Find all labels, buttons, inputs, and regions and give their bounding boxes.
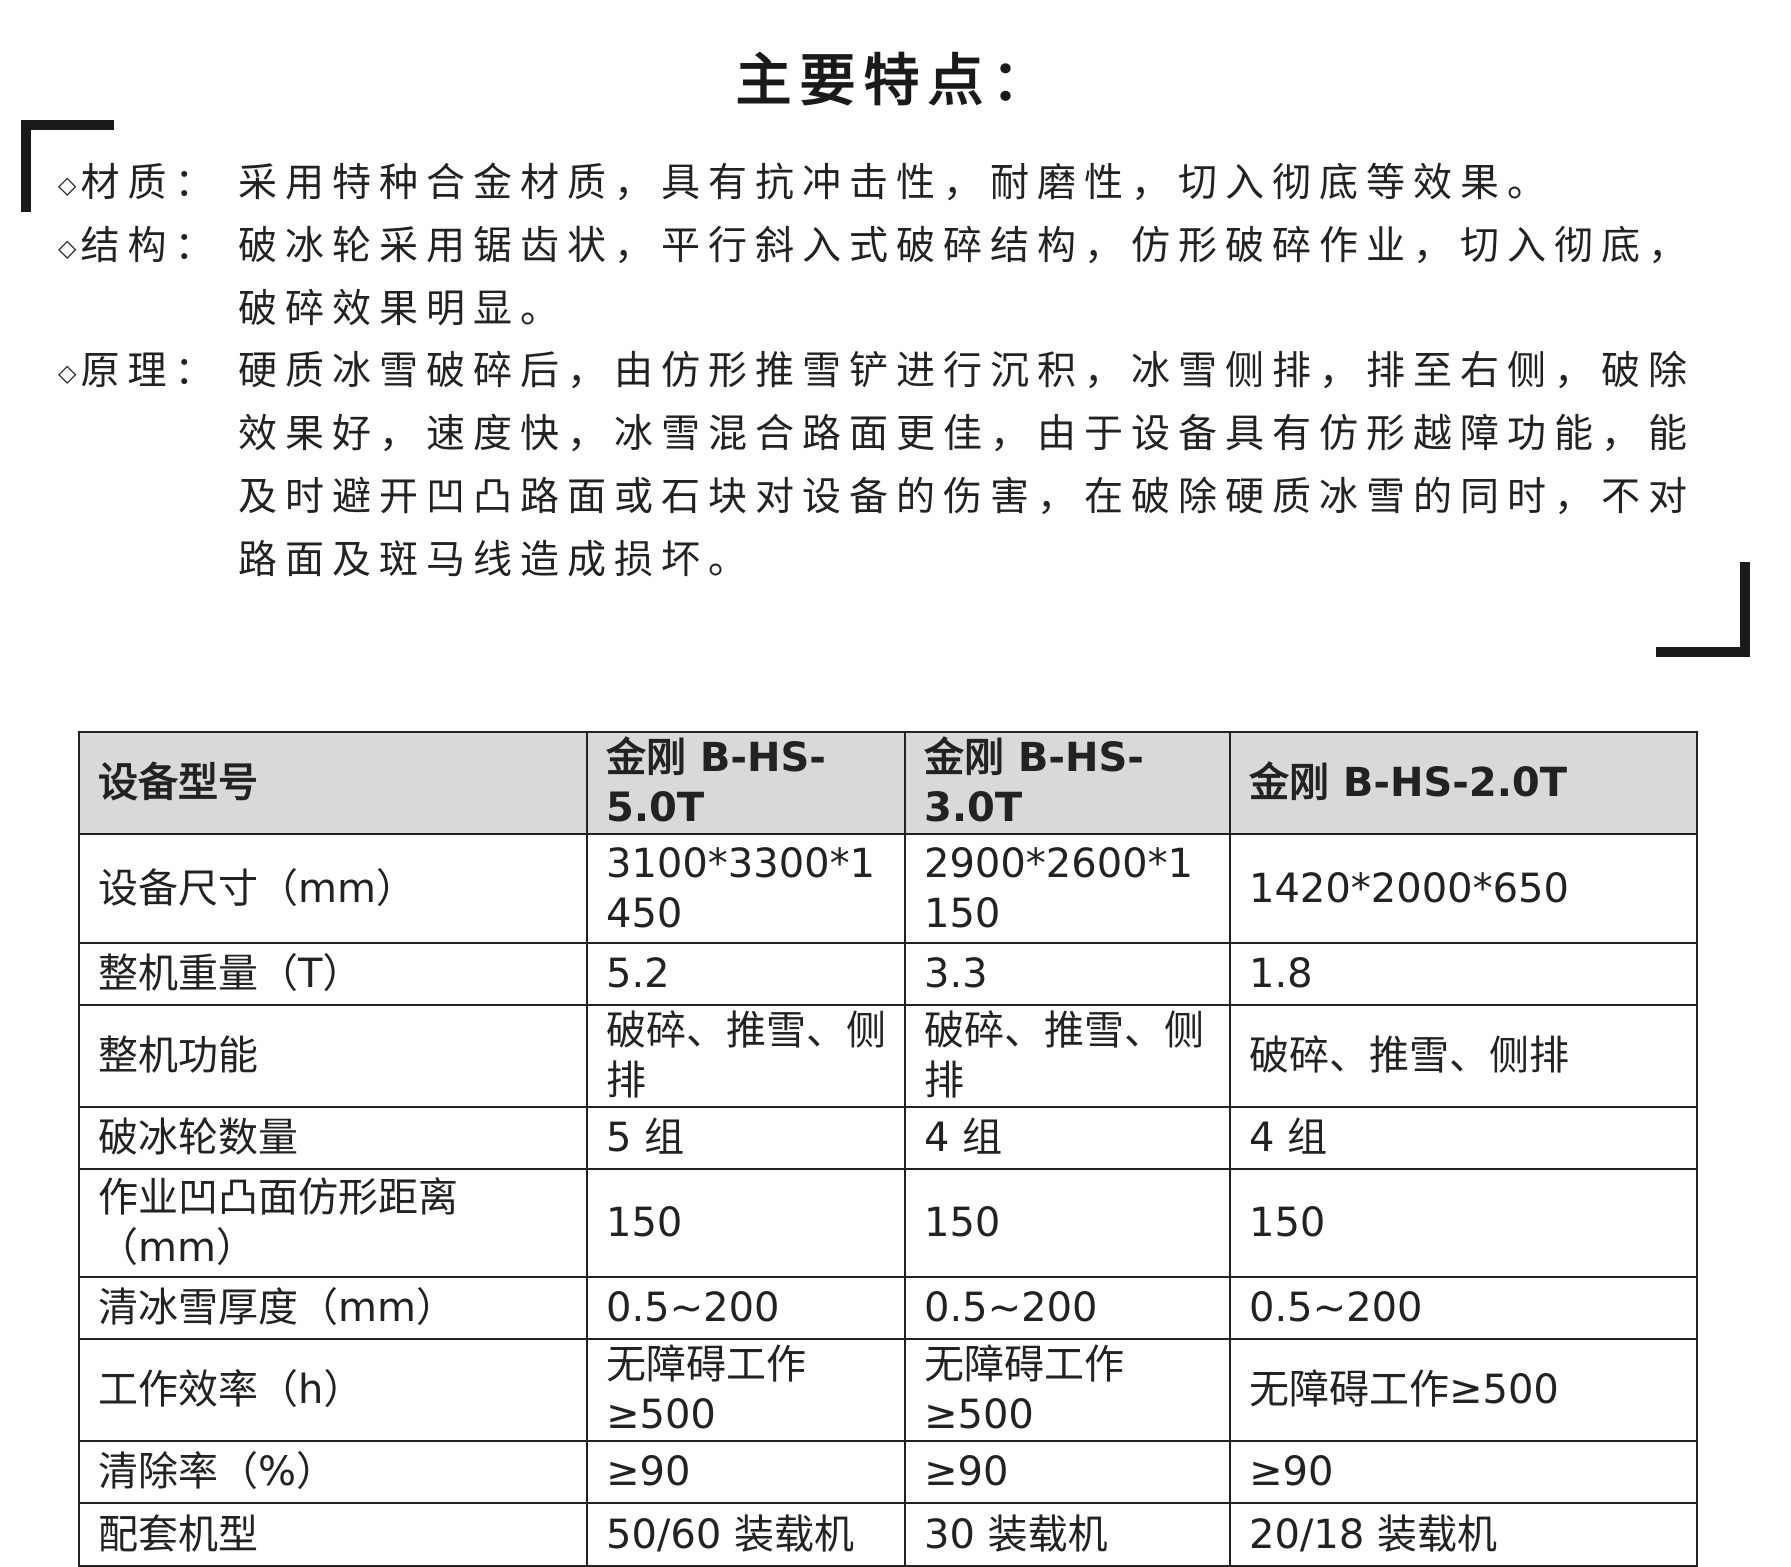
table-header-row: 设备型号 金刚 B-HS-5.0T 金刚 B-HS-3.0T 金刚 B-HS-2… — [78, 731, 1698, 835]
row-label-cell: 配套机型 — [78, 1502, 588, 1567]
value-cell: 0.5~200 — [904, 1276, 1231, 1340]
value-cell: 150 — [1229, 1168, 1698, 1278]
value-cell: 无障碍工作≥500 — [1229, 1338, 1698, 1442]
value-cell: 3.3 — [904, 942, 1231, 1006]
value-cell: 4 组 — [1229, 1106, 1698, 1170]
diamond-bullet-icon: ◇ — [58, 359, 77, 387]
row-label-cell: 破冰轮数量 — [78, 1106, 588, 1170]
spec-table: 设备型号 金刚 B-HS-5.0T 金刚 B-HS-3.0T 金刚 B-HS-2… — [78, 731, 1698, 1567]
header-cell: 金刚 B-HS-2.0T — [1229, 731, 1698, 835]
feature-text: 采用特种合金材质，具有抗冲击性，耐磨性，切入彻底等效果。 — [238, 161, 1555, 206]
value-cell: 2900*2600*1150 — [904, 833, 1231, 944]
value-cell: ≥90 — [586, 1440, 906, 1504]
row-label-cell: 设备尺寸（mm） — [78, 833, 588, 944]
feature-material: ◇ 材质： 采用特种合金材质，具有抗冲击性，耐磨性，切入彻底等效果。 — [58, 152, 1718, 215]
value-cell: 0.5~200 — [586, 1276, 906, 1340]
row-label-cell: 整机功能 — [78, 1004, 588, 1108]
value-cell: 破碎、推雪、侧排 — [904, 1004, 1231, 1108]
page-title: 主要特点： — [735, 49, 1056, 114]
value-cell: ≥90 — [904, 1440, 1231, 1504]
feature-text: 破冰轮采用锯齿状，平行斜入式破碎结构，仿形破碎作业，切入彻底，破碎效果明显。 — [238, 224, 1696, 332]
value-cell: 150 — [904, 1168, 1231, 1278]
table-row: 作业凹凸面仿形距离（mm） 150 150 150 — [78, 1168, 1698, 1278]
feature-text: 硬质冰雪破碎后，由仿形推雪铲进行沉积，冰雪侧排，排至右侧，破除效果好，速度快，冰… — [238, 349, 1696, 583]
feature-label: 原理： — [80, 349, 222, 394]
value-cell: 20/18 装载机 — [1229, 1502, 1698, 1567]
row-label-cell: 工作效率（h） — [78, 1338, 588, 1442]
value-cell: 破碎、推雪、侧排 — [586, 1004, 906, 1108]
feature-label: 结构： — [80, 224, 222, 269]
diamond-bullet-icon: ◇ — [58, 171, 77, 199]
value-cell: 无障碍工作≥500 — [904, 1338, 1231, 1442]
diamond-bullet-icon: ◇ — [58, 234, 77, 262]
value-cell: 5.2 — [586, 942, 906, 1006]
value-cell: 1420*2000*650 — [1229, 833, 1698, 944]
value-cell: 0.5~200 — [1229, 1276, 1698, 1340]
value-cell: 30 装载机 — [904, 1502, 1231, 1567]
feature-principle: ◇ 原理： 硬质冰雪破碎后，由仿形推雪铲进行沉积，冰雪侧排，排至右侧，破除效果好，… — [58, 340, 1718, 592]
feature-label: 材质： — [80, 161, 222, 206]
corner-bracket-bottom-right — [1656, 562, 1750, 657]
value-cell: 破碎、推雪、侧排 — [1229, 1004, 1698, 1108]
header-cell: 金刚 B-HS-3.0T — [904, 731, 1231, 835]
value-cell: 5 组 — [586, 1106, 906, 1170]
row-label-cell: 整机重量（T） — [78, 942, 588, 1006]
value-cell: ≥90 — [1229, 1440, 1698, 1504]
header-cell: 金刚 B-HS-5.0T — [586, 731, 906, 835]
feature-structure: ◇ 结构： 破冰轮采用锯齿状，平行斜入式破碎结构，仿形破碎作业，切入彻底，破碎效果… — [58, 215, 1718, 341]
value-cell: 50/60 装载机 — [586, 1502, 906, 1567]
row-label-cell: 清冰雪厚度（mm） — [78, 1276, 588, 1340]
value-cell: 无障碍工作≥500 — [586, 1338, 906, 1442]
value-cell: 4 组 — [904, 1106, 1231, 1170]
row-label-cell: 作业凹凸面仿形距离（mm） — [78, 1168, 588, 1278]
corner-bracket-top-left — [21, 120, 114, 212]
value-cell: 3100*3300*1450 — [586, 833, 906, 944]
table-row: 清除率（%） ≥90 ≥90 ≥90 — [78, 1440, 1698, 1504]
table-row: 设备尺寸（mm） 3100*3300*1450 2900*2600*1150 1420… — [78, 833, 1698, 944]
table-row: 配套机型 50/60 装载机 30 装载机 20/18 装载机 — [78, 1502, 1698, 1567]
value-cell: 1.8 — [1229, 942, 1698, 1006]
table-row: 工作效率（h） 无障碍工作≥500 无障碍工作≥500 无障碍工作≥500 — [78, 1338, 1698, 1442]
table-row: 整机重量（T） 5.2 3.3 1.8 — [78, 942, 1698, 1006]
header-cell: 设备型号 — [78, 731, 588, 835]
table-row: 整机功能 破碎、推雪、侧排 破碎、推雪、侧排 破碎、推雪、侧排 — [78, 1004, 1698, 1108]
value-cell: 150 — [586, 1168, 906, 1278]
table-row: 清冰雪厚度（mm） 0.5~200 0.5~200 0.5~200 — [78, 1276, 1698, 1340]
row-label-cell: 清除率（%） — [78, 1440, 588, 1504]
